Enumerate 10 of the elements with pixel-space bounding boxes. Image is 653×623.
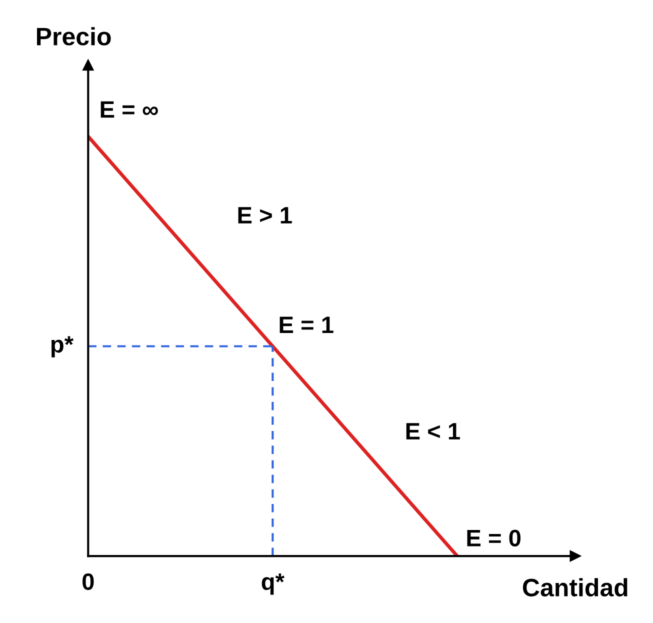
y-axis-title: Precio [37,27,111,46]
annotation: E = 0 [467,530,521,546]
annotation: E = 1 [280,316,334,333]
x-axis-title: Cantidad [522,578,628,596]
x-tick-label: q* [262,574,284,595]
annotation: E > 1 [238,207,292,224]
annotation: E = ∞ [100,101,158,118]
annotation: E < 1 [406,423,460,440]
text: p* [51,336,74,358]
x-tick-label: 0 [82,573,94,590]
